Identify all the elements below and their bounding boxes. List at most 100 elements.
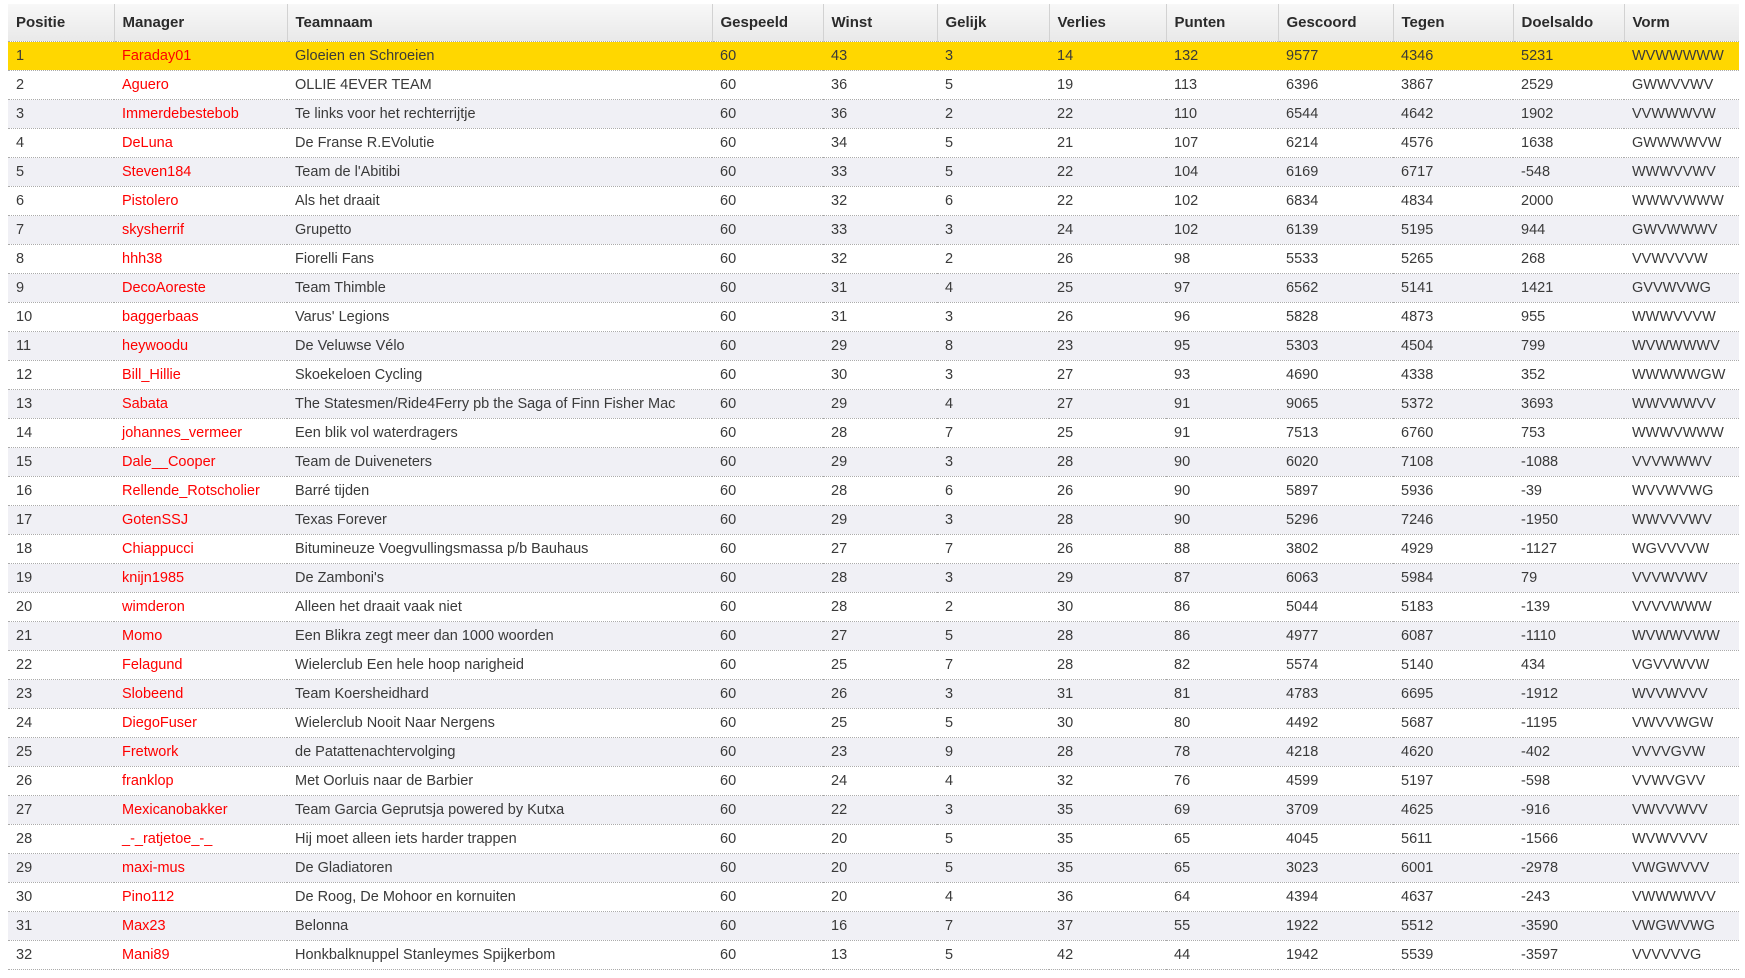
manager-link[interactable]: Pistolero [122, 193, 179, 209]
manager-link[interactable]: Fretwork [122, 744, 179, 760]
cell-winst: 29 [823, 505, 937, 535]
cell-verlies: 21 [1049, 128, 1166, 158]
manager-link[interactable]: Aguero [122, 77, 169, 93]
manager-link[interactable]: maxi-mus [122, 860, 185, 876]
header-winst[interactable]: Winst [822, 4, 937, 42]
cell-gelijk: 5 [937, 853, 1049, 883]
manager-link[interactable]: DeLuna [122, 135, 173, 151]
header-tegen[interactable]: Tegen [1392, 4, 1513, 42]
cell-gelijk: 3 [937, 679, 1049, 709]
manager-link[interactable]: Sabata [122, 396, 168, 412]
cell-positie: 10 [8, 302, 114, 332]
cell-tegen: 6695 [1393, 679, 1513, 709]
cell-positie: 18 [8, 534, 114, 564]
manager-link[interactable]: Rellende_Rotscholier [122, 483, 260, 499]
cell-vorm: VVVVVVG [1624, 940, 1739, 970]
manager-link[interactable]: Max23 [122, 918, 166, 934]
cell-gespeeld: 60 [712, 650, 823, 680]
header-gescoord[interactable]: Gescoord [1277, 4, 1393, 42]
cell-punten: 80 [1166, 708, 1278, 738]
cell-manager: Aguero [114, 70, 287, 100]
manager-link[interactable]: Mexicanobakker [122, 802, 228, 818]
cell-verlies: 27 [1049, 389, 1166, 419]
cell-tegen: 7246 [1393, 505, 1513, 535]
cell-gescoord: 5533 [1278, 244, 1393, 274]
manager-link[interactable]: Felagund [122, 657, 183, 673]
manager-link[interactable]: Steven184 [122, 164, 192, 180]
cell-manager: johannes_vermeer [114, 418, 287, 448]
manager-link[interactable]: heywoodu [122, 338, 189, 354]
cell-teamnaam: Grupetto [287, 215, 712, 245]
table-row: 3 Immerdebestebob Te links voor het rech… [8, 99, 1739, 129]
cell-tegen: 4338 [1393, 360, 1513, 390]
header-row: Positie Manager Teamnaam Gespeeld Winst … [8, 4, 1739, 42]
cell-doelsaldo: 1638 [1513, 128, 1624, 158]
header-gelijk[interactable]: Gelijk [936, 4, 1049, 42]
table-row: 12 Bill_Hillie Skoekeloen Cycling 60 30 … [8, 360, 1739, 390]
manager-link[interactable]: knijn1985 [122, 570, 185, 586]
manager-link[interactable]: skysherrif [122, 222, 185, 238]
header-gespeeld[interactable]: Gespeeld [711, 4, 823, 42]
cell-winst: 33 [823, 157, 937, 187]
manager-link[interactable]: wimderon [122, 599, 185, 615]
manager-link[interactable]: baggerbaas [122, 309, 199, 325]
header-manager[interactable]: Manager [113, 4, 287, 42]
header-verlies[interactable]: Verlies [1048, 4, 1166, 42]
manager-link[interactable]: Bill_Hillie [122, 367, 181, 383]
manager-link[interactable]: hhh38 [122, 251, 163, 267]
header-punten[interactable]: Punten [1165, 4, 1278, 42]
table-row: 6 Pistolero Als het draait 60 32 6 22 10… [8, 186, 1739, 216]
cell-gelijk: 3 [937, 41, 1049, 71]
cell-positie: 20 [8, 592, 114, 622]
header-doelsaldo[interactable]: Doelsaldo [1512, 4, 1624, 42]
table-row: 23 Slobeend Team Koersheidhard 60 26 3 3… [8, 679, 1739, 709]
cell-positie: 19 [8, 563, 114, 593]
manager-link[interactable]: johannes_vermeer [122, 425, 243, 441]
cell-gespeeld: 60 [712, 853, 823, 883]
manager-link[interactable]: _-_ratjetoe_-_ [122, 831, 213, 847]
cell-manager: DecoAoreste [114, 273, 287, 303]
cell-gespeeld: 60 [712, 766, 823, 796]
header-positie[interactable]: Positie [8, 4, 114, 42]
table-row: 28 _-_ratjetoe_-_ Hij moet alleen iets h… [8, 824, 1739, 854]
cell-doelsaldo: -1195 [1513, 708, 1624, 738]
table-row: 9 DecoAoreste Team Thimble 60 31 4 25 97… [8, 273, 1739, 303]
manager-link[interactable]: GotenSSJ [122, 512, 189, 528]
cell-verlies: 26 [1049, 534, 1166, 564]
cell-doelsaldo: 955 [1513, 302, 1624, 332]
cell-doelsaldo: 753 [1513, 418, 1624, 448]
cell-manager: hhh38 [114, 244, 287, 274]
header-vorm[interactable]: Vorm [1623, 4, 1739, 42]
cell-punten: 81 [1166, 679, 1278, 709]
manager-link[interactable]: Faraday01 [122, 48, 192, 64]
cell-teamnaam: Skoekeloen Cycling [287, 360, 712, 390]
cell-teamnaam: Team Thimble [287, 273, 712, 303]
manager-link[interactable]: Immerdebestebob [122, 106, 239, 122]
manager-link[interactable]: Chiappucci [122, 541, 194, 557]
manager-link[interactable]: DiegoFuser [122, 715, 197, 731]
manager-link[interactable]: Mani89 [122, 947, 170, 963]
header-teamnaam[interactable]: Teamnaam [286, 4, 712, 42]
cell-manager: Rellende_Rotscholier [114, 476, 287, 506]
cell-verlies: 19 [1049, 70, 1166, 100]
manager-link[interactable]: Pino112 [122, 889, 175, 905]
cell-tegen: 4620 [1393, 737, 1513, 767]
cell-winst: 36 [823, 70, 937, 100]
table-row: 29 maxi-mus De Gladiatoren 60 20 5 35 65… [8, 853, 1739, 883]
manager-link[interactable]: DecoAoreste [122, 280, 206, 296]
cell-tegen: 4504 [1393, 331, 1513, 361]
manager-link[interactable]: franklop [122, 773, 174, 789]
cell-teamnaam: De Franse R.EVolutie [287, 128, 712, 158]
cell-doelsaldo: 434 [1513, 650, 1624, 680]
cell-tegen: 5936 [1393, 476, 1513, 506]
cell-teamnaam: The Statesmen/Ride4Ferry pb the Saga of … [287, 389, 712, 419]
manager-link[interactable]: Slobeend [122, 686, 184, 702]
manager-link[interactable]: Dale__Cooper [122, 454, 216, 470]
cell-gelijk: 3 [937, 795, 1049, 825]
manager-link[interactable]: Momo [122, 628, 163, 644]
cell-positie: 30 [8, 882, 114, 912]
cell-positie: 31 [8, 911, 114, 941]
cell-positie: 11 [8, 331, 114, 361]
cell-manager: Sabata [114, 389, 287, 419]
cell-gespeeld: 60 [712, 911, 823, 941]
